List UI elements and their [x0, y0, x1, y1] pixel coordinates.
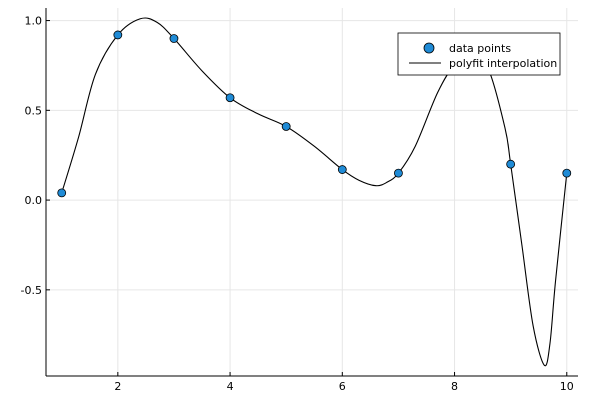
- data-point: [394, 168, 403, 178]
- y-tick-label: 1.0: [25, 15, 43, 28]
- data-point: [337, 165, 347, 174]
- legend-scatter-marker: [423, 42, 435, 54]
- ticks: 2 4 6 8 10 -0.5 0.0 0.5 1.0: [21, 15, 574, 393]
- x-tick-label: 4: [227, 380, 234, 393]
- legend-box: [397, 32, 561, 76]
- x-tick-label: 2: [114, 380, 121, 393]
- data-point: [225, 93, 235, 103]
- y-tick-label: 0.5: [25, 104, 43, 117]
- data-point: [57, 188, 67, 198]
- x-tick-label: 6: [339, 380, 346, 393]
- data-point: [281, 122, 291, 131]
- x-tick-label: 10: [560, 380, 574, 393]
- y-tick-label: -0.5: [21, 284, 42, 297]
- data-point: [562, 168, 572, 178]
- scatter-series: [57, 30, 572, 198]
- line-series: [61, 17, 568, 367]
- data-point: [113, 30, 123, 40]
- x-tick-label: 8: [451, 380, 458, 393]
- legend-label-polyfit: polyfit interpolation: [449, 57, 557, 70]
- data-point: [169, 34, 179, 43]
- series-line-polyfit: [61, 17, 568, 367]
- grid: [46, 8, 578, 376]
- legend-label-data-points: data points: [449, 42, 511, 55]
- data-point: [506, 159, 516, 169]
- y-tick-label: 0.0: [25, 194, 43, 207]
- legend: data points polyfit interpolation: [397, 32, 561, 76]
- axes: [45, 8, 578, 377]
